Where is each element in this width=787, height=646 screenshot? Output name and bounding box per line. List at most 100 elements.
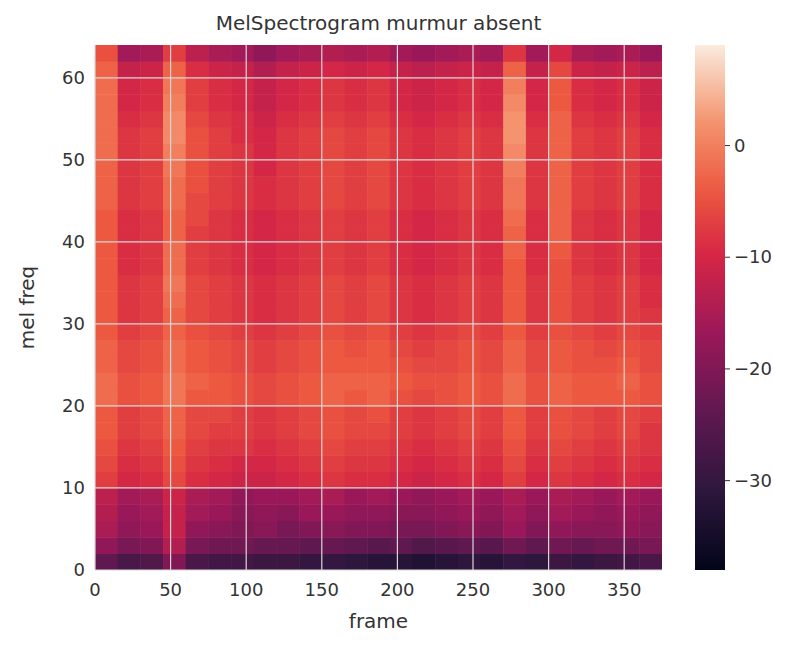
- cell: [231, 275, 254, 292]
- cell: [208, 225, 231, 242]
- cell: [186, 390, 209, 407]
- cell: [276, 193, 299, 210]
- cell: [367, 111, 390, 128]
- cell: [163, 176, 186, 193]
- cell: [231, 455, 254, 472]
- cell: [299, 554, 322, 570]
- cell: [639, 143, 662, 160]
- cell: [140, 324, 163, 341]
- cell: [503, 111, 526, 128]
- cell: [344, 225, 367, 242]
- cell: [639, 61, 662, 78]
- cell: [413, 521, 436, 538]
- cell: [276, 258, 299, 275]
- cell: [458, 127, 481, 144]
- cell: [413, 127, 436, 144]
- cell: [594, 225, 617, 242]
- cell: [549, 554, 572, 570]
- cell: [413, 455, 436, 472]
- cell: [118, 308, 141, 325]
- cell: [594, 143, 617, 160]
- cell: [549, 111, 572, 128]
- cell: [231, 422, 254, 439]
- cell: [413, 390, 436, 407]
- cell: [458, 554, 481, 570]
- cell: [367, 94, 390, 111]
- cell: [276, 225, 299, 242]
- cell: [186, 176, 209, 193]
- grid-line: [170, 45, 171, 570]
- cell: [344, 455, 367, 472]
- cell: [276, 504, 299, 521]
- cell: [231, 488, 254, 505]
- cell: [571, 324, 594, 341]
- cell: [95, 488, 118, 505]
- cell: [186, 340, 209, 357]
- cell: [299, 455, 322, 472]
- x-tick-label: 250: [456, 579, 490, 600]
- cell: [413, 176, 436, 193]
- colorbar: [695, 45, 725, 570]
- cell: [594, 373, 617, 390]
- cell: [526, 78, 549, 95]
- cell: [140, 45, 163, 62]
- cell: [481, 439, 504, 456]
- cell: [163, 472, 186, 489]
- cell: [344, 554, 367, 570]
- cell: [639, 340, 662, 357]
- cell: [208, 291, 231, 308]
- cell: [254, 242, 277, 259]
- cell: [413, 472, 436, 489]
- cell: [208, 406, 231, 423]
- cell: [571, 390, 594, 407]
- cell: [617, 45, 640, 62]
- cell: [413, 275, 436, 292]
- cell: [458, 521, 481, 538]
- cell: [231, 390, 254, 407]
- cell: [571, 242, 594, 259]
- cell: [503, 324, 526, 341]
- cell: [594, 357, 617, 374]
- cell: [186, 78, 209, 95]
- cell: [390, 340, 413, 357]
- cell: [639, 291, 662, 308]
- cell: [208, 373, 231, 390]
- cell: [254, 455, 277, 472]
- cell: [458, 209, 481, 226]
- cell: [140, 193, 163, 210]
- cell: [322, 111, 345, 128]
- cell: [163, 242, 186, 259]
- cell: [231, 225, 254, 242]
- cell: [594, 275, 617, 292]
- cell: [571, 275, 594, 292]
- cell: [163, 225, 186, 242]
- cell: [186, 111, 209, 128]
- y-tick-label: 50: [62, 149, 85, 170]
- cell: [344, 357, 367, 374]
- cell: [186, 439, 209, 456]
- cell: [503, 504, 526, 521]
- cell: [344, 94, 367, 111]
- cell: [95, 439, 118, 456]
- cell: [390, 94, 413, 111]
- cell: [95, 390, 118, 407]
- cell: [617, 143, 640, 160]
- cell: [571, 406, 594, 423]
- cell: [549, 324, 572, 341]
- cell: [163, 455, 186, 472]
- cell: [299, 537, 322, 554]
- cell: [186, 554, 209, 570]
- cell: [344, 193, 367, 210]
- cell: [95, 45, 118, 62]
- cell: [254, 488, 277, 505]
- cell: [549, 258, 572, 275]
- cell: [344, 127, 367, 144]
- cell: [140, 143, 163, 160]
- cell: [254, 258, 277, 275]
- cell: [571, 291, 594, 308]
- cell: [413, 160, 436, 177]
- cell: [322, 143, 345, 160]
- cell: [163, 45, 186, 62]
- cell: [617, 422, 640, 439]
- colorbar-tick: [725, 368, 730, 369]
